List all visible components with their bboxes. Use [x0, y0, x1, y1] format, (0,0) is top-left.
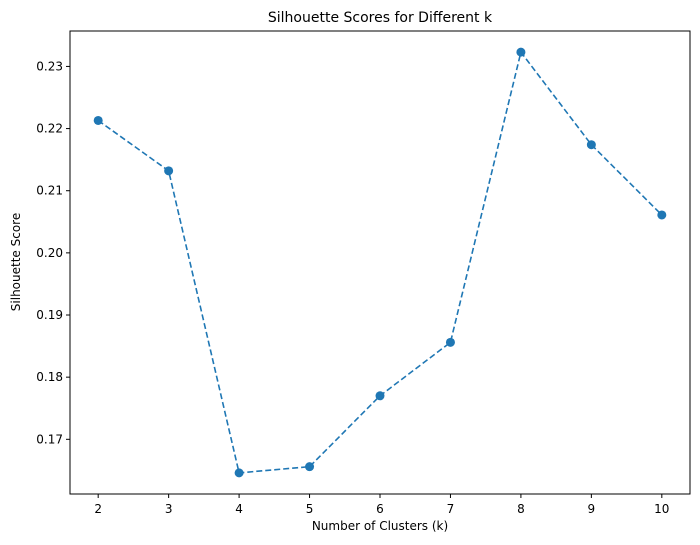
series-line — [97, 50, 663, 474]
x-tick-label: 5 — [306, 502, 314, 516]
data-point — [657, 210, 667, 220]
y-tick-label: 0.22 — [36, 122, 63, 136]
y-axis-label: Silhouette Score — [9, 213, 23, 311]
x-tick-label: 2 — [94, 502, 102, 516]
y-tick-label: 0.18 — [36, 370, 63, 384]
data-point — [93, 115, 103, 125]
y-tick-label: 0.19 — [36, 308, 63, 322]
data-point — [586, 140, 596, 150]
x-tick-label: 9 — [588, 502, 596, 516]
x-tick-label: 10 — [654, 502, 669, 516]
x-tick-label: 8 — [517, 502, 525, 516]
y-tick-label: 0.21 — [36, 184, 63, 198]
y-tick-label: 0.20 — [36, 246, 63, 260]
series-layer — [93, 47, 667, 478]
x-axis-label: Number of Clusters (k) — [312, 519, 448, 533]
y-tick-label: 0.17 — [36, 432, 63, 446]
x-tick-label: 3 — [165, 502, 173, 516]
data-point — [516, 47, 526, 57]
data-point — [164, 166, 174, 176]
data-point — [234, 468, 244, 478]
data-point — [445, 337, 455, 347]
plot-frame — [69, 30, 691, 495]
x-tick-label: 6 — [376, 502, 384, 516]
x-tick-label: 4 — [235, 502, 243, 516]
data-point — [305, 462, 315, 472]
x-tick-label: 7 — [447, 502, 455, 516]
x-axis: 2 3 4 5 6 7 8 9 10 — [94, 494, 669, 516]
y-tick-label: 0.23 — [36, 59, 63, 73]
y-axis: 0.17 0.18 0.19 0.20 0.21 0.22 0.23 — [36, 59, 70, 446]
data-point — [375, 391, 385, 401]
chart-title: Silhouette Scores for Different k — [268, 10, 493, 26]
